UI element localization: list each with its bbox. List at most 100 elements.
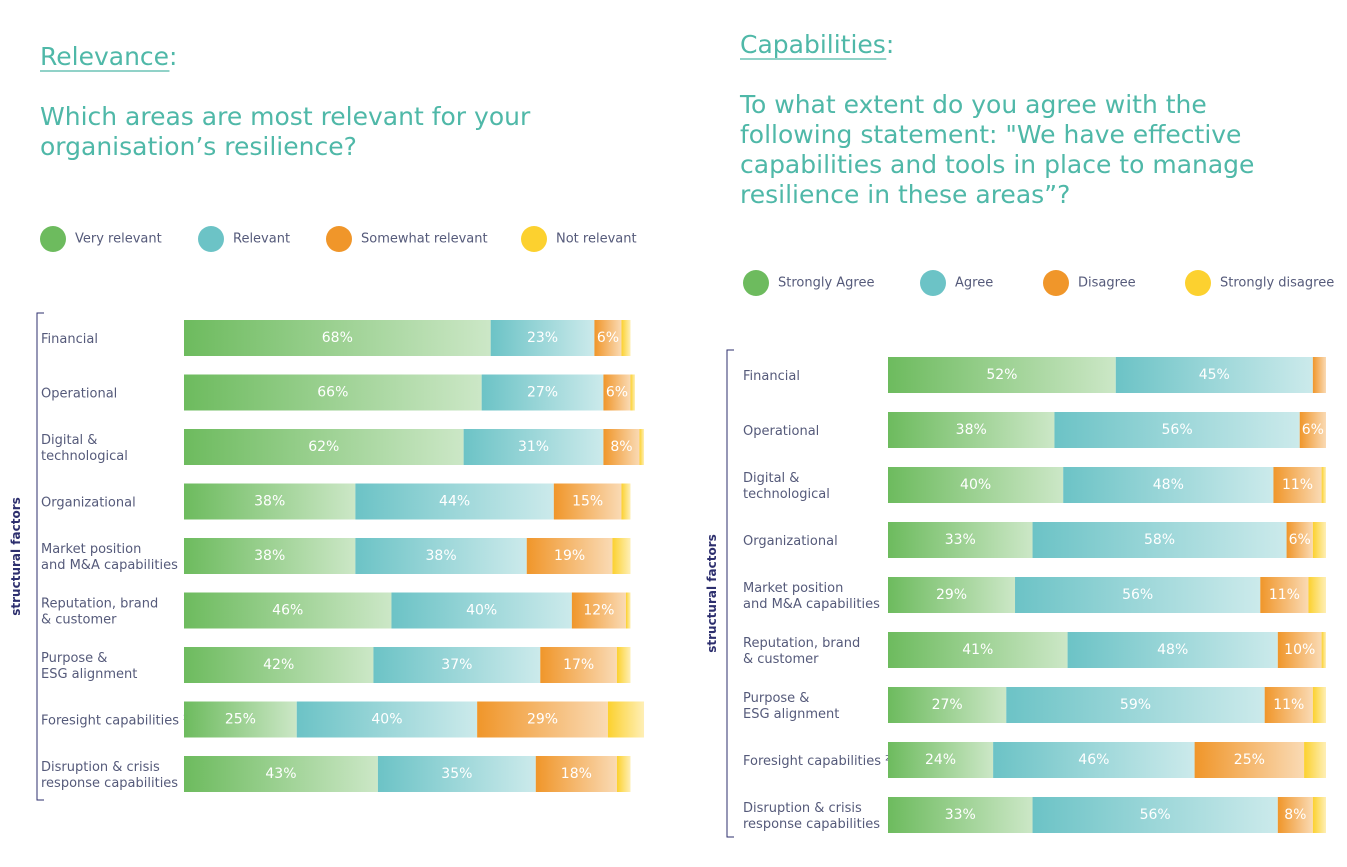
bar-segment <box>184 429 464 465</box>
bar-segment <box>1321 632 1326 668</box>
legend-swatch <box>198 226 224 252</box>
value-label: 41% <box>962 642 993 658</box>
legend-label: Somewhat relevant <box>361 232 488 247</box>
legend-swatch <box>1185 270 1211 296</box>
bar-segment <box>1067 632 1278 668</box>
category-label: Operational <box>743 424 819 439</box>
value-label: 23% <box>527 330 558 346</box>
value-label: 38% <box>254 548 285 564</box>
legend-label: Strongly Agree <box>778 276 875 291</box>
category-label: Organizational <box>41 496 136 511</box>
value-label: 29% <box>936 587 967 603</box>
value-label: 19% <box>554 548 585 564</box>
legend-swatch <box>326 226 352 252</box>
bar-segment <box>888 467 1064 503</box>
bar-segment <box>888 797 1033 833</box>
bar-segment <box>184 592 392 629</box>
bar-segment <box>1006 687 1265 723</box>
legend-label: Strongly disagree <box>1220 276 1334 291</box>
category-label: Financial <box>41 332 98 347</box>
bar-segment <box>1032 522 1287 558</box>
category-label: Disruption & crisis response capabilities <box>41 760 178 791</box>
value-label: 27% <box>932 697 963 713</box>
category-label: Foresight capabilities ² <box>41 714 188 729</box>
bar-segment <box>594 320 622 356</box>
legend-label: Agree <box>955 276 993 291</box>
bar-segment <box>373 647 541 683</box>
legend-label: Relevant <box>233 232 290 247</box>
bar-segment <box>540 647 617 683</box>
value-label: 15% <box>572 494 603 510</box>
value-label: 31% <box>518 439 549 455</box>
legend-swatch <box>920 270 946 296</box>
value-label: 56% <box>1162 422 1193 438</box>
bar-segment <box>1194 742 1305 778</box>
chart-subtitle: To what extent do you agree with the foll… <box>739 90 1254 209</box>
bar-segment <box>463 429 604 465</box>
category-label: Digital & technological <box>743 471 830 502</box>
bar-segment <box>526 538 613 574</box>
bar-segment <box>888 632 1068 668</box>
category-label: Reputation, brand & customer <box>41 597 158 628</box>
legend-label: Not relevant <box>556 232 637 247</box>
bar-segment <box>296 701 478 738</box>
bar-segment <box>888 742 994 778</box>
value-label: 46% <box>272 603 303 619</box>
category-label: Market position and M&A capabilities <box>41 542 178 573</box>
bar-segment <box>1312 687 1326 723</box>
value-label: 33% <box>945 532 976 548</box>
bar-segment <box>603 429 640 465</box>
legend-label: Very relevant <box>75 232 162 247</box>
bracket <box>36 312 44 801</box>
value-label: 6% <box>606 385 628 401</box>
value-label: 29% <box>527 712 558 728</box>
value-label: 42% <box>263 657 294 673</box>
bar-segment <box>621 320 631 356</box>
value-label: 43% <box>265 766 296 782</box>
value-label: 40% <box>466 603 497 619</box>
bar-segment <box>616 756 631 792</box>
chart-subtitle: Which areas are most relevant for your or… <box>40 102 531 161</box>
bar-segment <box>1032 797 1278 833</box>
bar-segment <box>1321 467 1326 503</box>
bar-segment <box>621 483 631 520</box>
bar-segment <box>377 756 536 792</box>
bar-segment <box>888 412 1055 448</box>
bar-segment <box>1312 797 1326 833</box>
category-label: Operational <box>41 387 117 402</box>
bar-segment <box>1312 357 1326 393</box>
bar-segment <box>1115 357 1313 393</box>
value-label: 33% <box>945 807 976 823</box>
legend-swatch <box>521 226 547 252</box>
value-label: 62% <box>308 439 339 455</box>
y-axis-label: structural factors <box>705 534 719 653</box>
category-label: Market position and M&A capabilities <box>743 581 880 612</box>
bar-segment <box>625 592 631 629</box>
bar-segment <box>1273 467 1322 503</box>
value-label: 18% <box>561 766 592 782</box>
bar-segment <box>481 374 604 411</box>
value-label: 45% <box>1199 367 1230 383</box>
bar-segment <box>607 701 645 738</box>
category-label: Digital & technological <box>41 433 128 464</box>
bar-segment <box>184 701 297 738</box>
value-label: 8% <box>1284 807 1306 823</box>
value-label: 17% <box>563 657 594 673</box>
bar-segment <box>888 687 1007 723</box>
value-label: 56% <box>1140 807 1171 823</box>
value-label: 46% <box>1078 752 1109 768</box>
category-label: Foresight capabilities ² <box>743 754 890 769</box>
bar-segment <box>355 538 527 574</box>
category-label: Reputation, brand & customer <box>743 636 860 667</box>
bar-segment <box>184 320 491 356</box>
value-label: 11% <box>1273 697 1304 713</box>
legend-swatch <box>743 270 769 296</box>
bracket <box>726 349 734 838</box>
value-label: 27% <box>527 385 558 401</box>
bar-segment <box>630 374 635 411</box>
category-label: Organizational <box>743 534 838 549</box>
bar-segment <box>184 647 374 683</box>
bar-segment <box>1260 577 1309 613</box>
bar-segment <box>535 756 617 792</box>
